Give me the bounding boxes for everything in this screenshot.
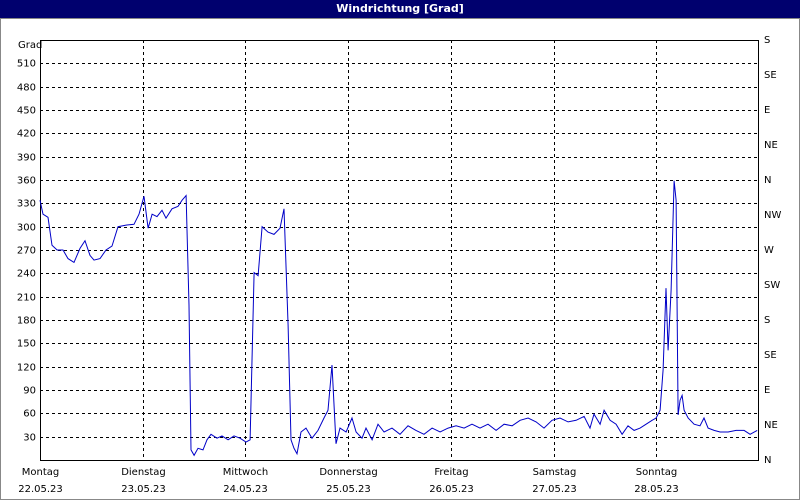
x-tick-label: Sonntag: [636, 467, 678, 478]
x-tick-label: Donnerstag: [319, 467, 377, 478]
y-tick-label: 330: [17, 199, 36, 210]
x-tick-date: 22.05.23: [18, 484, 63, 495]
x-tick-date: 28.05.23: [634, 484, 679, 495]
y-tick-label: 420: [17, 129, 36, 140]
x-tick-date: 25.05.23: [326, 484, 371, 495]
y-axis-label: Grad: [18, 40, 42, 51]
y2-tick-label: W: [764, 245, 774, 256]
y-tick-label: 300: [17, 223, 36, 234]
y2-tick-label: E: [764, 105, 770, 116]
x-tick-date: 27.05.23: [532, 484, 577, 495]
x-tick-label: Mittwoch: [223, 467, 268, 478]
x-tick-date: 24.05.23: [223, 484, 268, 495]
y-tick-label: 120: [17, 363, 36, 374]
y-tick-label: 30: [23, 433, 36, 444]
x-tick-label: Dienstag: [121, 467, 166, 478]
y2-tick-label: NW: [764, 210, 781, 221]
y-tick-label: 60: [23, 409, 36, 420]
x-tick-label: Montag: [22, 467, 59, 478]
x-tick-date: 23.05.23: [121, 484, 166, 495]
y-tick-label: 510: [17, 59, 36, 70]
y-tick-label: 180: [17, 316, 36, 327]
y2-tick-label: S: [764, 315, 770, 326]
y-tick-label: 240: [17, 269, 36, 280]
plot-area: [40, 40, 759, 461]
y-tick-label: 270: [17, 246, 36, 257]
y2-tick-label: E: [764, 385, 770, 396]
x-tick-date: 26.05.23: [429, 484, 474, 495]
y2-tick-label: SE: [764, 70, 777, 81]
series-line: [39, 180, 758, 457]
y-tick-label: 480: [17, 83, 36, 94]
y2-tick-label: SW: [764, 280, 780, 291]
y-tick-label: 150: [17, 339, 36, 350]
x-tick-label: Freitag: [434, 467, 468, 478]
y2-tick-label: SE: [764, 350, 777, 361]
frame: [0, 18, 800, 500]
y2-tick-label: N: [764, 455, 771, 466]
y-tick-label: 90: [23, 386, 36, 397]
y-tick-label: 390: [17, 153, 36, 164]
window-title: Windrichtung [Grad]: [0, 0, 800, 18]
y2-tick-label: NE: [764, 140, 778, 151]
y2-tick-label: N: [764, 175, 771, 186]
y2-tick-label: S: [764, 35, 770, 46]
x-tick-label: Samstag: [533, 467, 577, 478]
y-tick-label: 210: [17, 293, 36, 304]
y-tick-label: 450: [17, 106, 36, 117]
y-tick-label: 360: [17, 176, 36, 187]
y2-tick-label: NE: [764, 420, 778, 431]
